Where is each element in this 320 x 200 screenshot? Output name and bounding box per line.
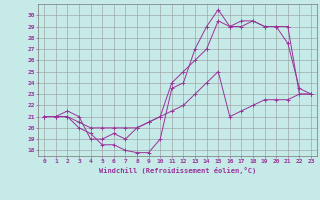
X-axis label: Windchill (Refroidissement éolien,°C): Windchill (Refroidissement éolien,°C) bbox=[99, 167, 256, 174]
